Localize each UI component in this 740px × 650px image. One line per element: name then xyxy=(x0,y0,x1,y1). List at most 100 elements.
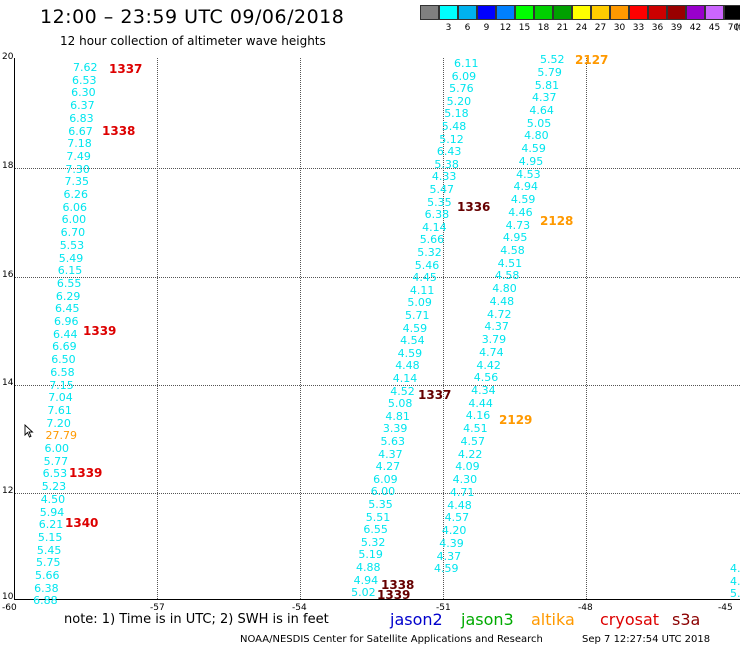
wave-height-value: 6.58 xyxy=(50,365,75,379)
wave-height-value: 7.49 xyxy=(66,149,91,163)
wave-height-value: 4. xyxy=(730,562,740,575)
wave-height-value: 7.30 xyxy=(65,162,90,176)
wave-height-value: 5.05 xyxy=(526,116,552,130)
wave-height-value: 4.56 xyxy=(473,371,499,385)
grid-line-lat-12 xyxy=(15,493,740,494)
wave-height-value: 4.30 xyxy=(452,473,478,487)
legend-jason3: jason3 xyxy=(461,610,514,629)
wave-height-value: 7.61 xyxy=(47,403,72,417)
scale-swatch xyxy=(458,5,477,20)
wave-height-value: 4.59 xyxy=(402,321,428,335)
wave-height-value: 4.45 xyxy=(412,271,437,285)
orbit-pass-label: 1339 xyxy=(83,324,117,338)
longitude-tick-label: -45 xyxy=(718,603,733,613)
legend-cryosat: cryosat xyxy=(600,610,660,629)
wave-height-value: 5.75 xyxy=(36,556,61,570)
latitude-tick-label: 12 xyxy=(2,486,14,496)
wave-height-value: 5.94 xyxy=(39,505,65,519)
wave-height-value: 6.00 xyxy=(61,213,87,227)
wave-height-value: 6.88 xyxy=(33,594,58,608)
legend-jason2: jason2 xyxy=(390,610,443,629)
wave-height-value: 6.38 xyxy=(424,208,450,222)
wave-height-value: 6.45 xyxy=(55,302,80,316)
scale-swatch xyxy=(477,5,496,20)
wave-height-value: 4.72 xyxy=(487,307,512,321)
scale-label: 15 xyxy=(518,23,531,33)
wave-height-value: 6.15 xyxy=(57,264,83,278)
latitude-tick-label: 10 xyxy=(2,592,14,602)
scale-label: 39 xyxy=(670,23,683,33)
scale-label: 6 xyxy=(464,23,471,33)
wave-height-value: 4.37 xyxy=(532,91,557,105)
scale-swatch xyxy=(515,5,534,20)
wave-height-value: 4.59 xyxy=(397,346,423,360)
wave-height-value: 4.58 xyxy=(500,244,525,257)
scale-label: 27 xyxy=(594,23,607,33)
grid-line-lat-14 xyxy=(15,385,740,386)
wave-height-value: 6.00 xyxy=(44,442,70,455)
legend-altika: altika xyxy=(531,610,575,629)
wave-height-value: 4.22 xyxy=(457,447,483,461)
scale-label: 33 xyxy=(632,23,645,33)
scale-label: 70 xyxy=(727,23,740,33)
wave-height-value: 7.20 xyxy=(46,416,71,430)
wave-height-value: 6.30 xyxy=(71,86,96,100)
wave-height-value: 4.59 xyxy=(434,562,459,576)
wave-height-value: 4. xyxy=(730,574,740,588)
wave-height-value: 5.53 xyxy=(59,238,85,252)
wave-height-value: 6.55 xyxy=(363,523,388,537)
scale-swatch xyxy=(686,5,705,20)
wave-height-value: 3.39 xyxy=(382,422,408,436)
wave-height-value: 6.53 xyxy=(42,467,68,481)
wave-height-value: 5.2 xyxy=(730,587,740,601)
wave-height-value: 27.79 xyxy=(45,429,78,443)
wave-height-value: 5.19 xyxy=(358,548,383,562)
wave-height-value: 4.57 xyxy=(460,434,486,448)
wave-height-value: 4.11 xyxy=(409,283,435,297)
wave-height-value: 6.00 xyxy=(370,485,396,499)
wave-height-value: 4.58 xyxy=(494,269,520,283)
wave-height-value: 5.49 xyxy=(58,251,84,265)
footnote: note: 1) Time is in UTC; 2) SWH is in fe… xyxy=(64,612,329,627)
wave-height-value: 7.15 xyxy=(49,378,74,392)
wave-height-value: 7.35 xyxy=(64,175,90,189)
wave-height-value: 5.77 xyxy=(43,454,69,468)
scale-label: 24 xyxy=(575,23,588,33)
wave-height-value: 5.18 xyxy=(444,107,469,121)
longitude-tick-label: -57 xyxy=(150,603,165,613)
scale-label: 42 xyxy=(689,23,702,33)
scale-label: 30 xyxy=(613,23,626,33)
altimeter-map: 7.62 6.53 6.30 6.37 6.83 6.67 7.18 7.49 7.30 7.35… xyxy=(14,53,740,606)
scale-swatch xyxy=(629,5,648,20)
wave-height-value: 5.51 xyxy=(365,510,391,524)
legend-s3a: s3a xyxy=(672,610,701,629)
wave-height-value: 4.54 xyxy=(400,334,425,348)
scale-swatch xyxy=(572,5,591,20)
wave-height-value: 4.94 xyxy=(513,180,539,194)
wave-height-value: 4.88 xyxy=(356,561,381,574)
wave-height-value: 4.59 xyxy=(521,142,546,156)
latitude-tick-label: 16 xyxy=(2,270,14,280)
longitude-tick-label: -51 xyxy=(436,603,451,613)
longitude-tick-label: -60 xyxy=(2,603,17,613)
orbit-pass-label: 1340 xyxy=(65,516,99,530)
wave-height-value: 5.15 xyxy=(37,530,63,544)
wave-height-value: 5.32 xyxy=(360,535,386,549)
scale-swatch xyxy=(724,5,740,20)
wave-height-value: 5.79 xyxy=(537,65,562,79)
wave-height-value: 4.48 xyxy=(489,294,515,308)
orbit-pass-label: 2128 xyxy=(540,214,574,228)
wave-height-value: 4.14 xyxy=(422,220,447,234)
wave-height-value: 5.12 xyxy=(439,132,464,146)
wave-height-value: 4.64 xyxy=(529,103,554,117)
wave-height-value: 4.50 xyxy=(40,492,66,506)
wave-height-value: 4.33 xyxy=(431,170,457,184)
wave-height-value: 4.81 xyxy=(385,409,410,423)
wave-height-value: 4.71 xyxy=(449,485,475,499)
grid-line-lon-51 xyxy=(443,58,444,599)
grid-line-lat-18 xyxy=(15,168,740,169)
latitude-tick-label: 14 xyxy=(2,378,14,388)
mouse-pointer-icon xyxy=(24,424,34,438)
wave-height-value: 5.52 xyxy=(540,53,565,66)
wave-height-value: 6.44 xyxy=(53,327,78,341)
